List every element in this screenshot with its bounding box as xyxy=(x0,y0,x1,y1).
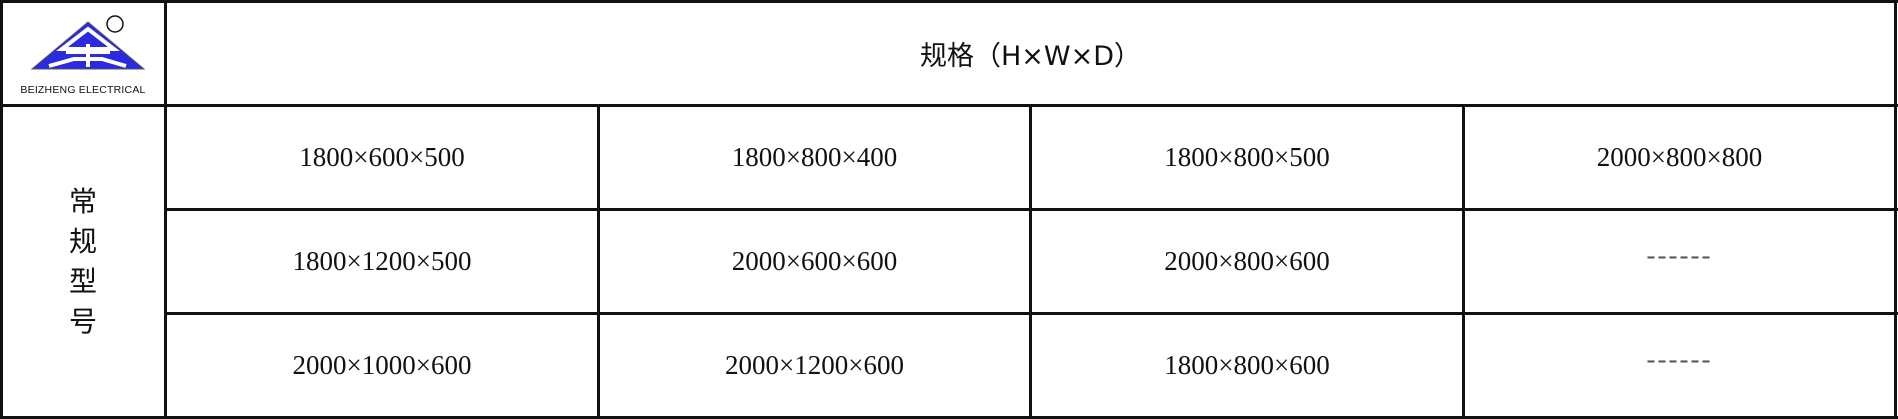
logo-triangle-icon xyxy=(30,15,146,70)
side-label: 常 规 型 号 xyxy=(0,106,166,418)
header-divider xyxy=(0,104,1898,107)
border-left xyxy=(0,0,3,419)
table-cell: 1800×800×600 xyxy=(1164,350,1330,380)
side-label-char: 规 xyxy=(68,225,97,258)
border-bottom xyxy=(0,416,1898,419)
side-label-char: 常 xyxy=(68,185,97,218)
table-cell: 1800×800×400 xyxy=(731,142,898,172)
logo-brand-text: BEIZHENG ELECTRICAL xyxy=(20,84,146,96)
table-cell: 2000×1000×600 xyxy=(292,350,472,380)
table-cell: 2000×600×600 xyxy=(731,246,898,276)
table-cell: 1800×800×500 xyxy=(1164,142,1330,172)
table-cell: 1800×600×500 xyxy=(299,142,465,172)
table-cell-empty: ------ xyxy=(1646,240,1713,270)
table-cell: 1800×1200×500 xyxy=(292,246,472,276)
col-divider xyxy=(597,104,600,419)
col-divider xyxy=(1029,104,1032,419)
table-cell: 2000×1200×600 xyxy=(725,350,904,380)
table-cell: 2000×800×600 xyxy=(1164,246,1330,276)
header-title: 规格（H×W×D） xyxy=(919,41,1142,72)
table-cell-empty: ------ xyxy=(1646,344,1713,374)
side-label-char: 型 xyxy=(68,265,97,298)
side-label-char: 号 xyxy=(68,305,97,338)
border-top xyxy=(0,0,1898,3)
table-cell: 2000×800×800 xyxy=(1596,142,1763,172)
col-divider xyxy=(1462,104,1465,419)
